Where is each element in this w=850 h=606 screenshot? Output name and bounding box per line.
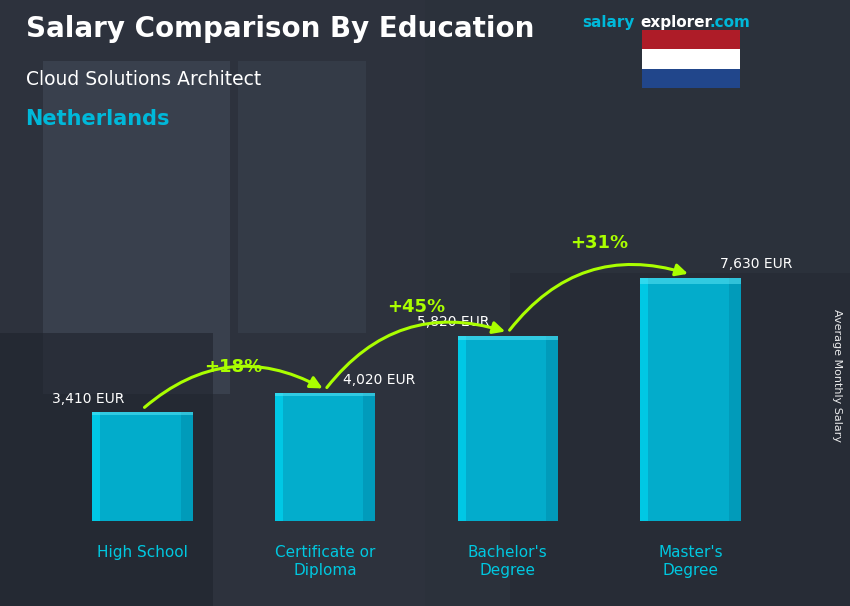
Text: Average Monthly Salary: Average Monthly Salary — [832, 309, 842, 442]
Text: 3,410 EUR: 3,410 EUR — [52, 392, 124, 406]
Bar — [92, 413, 193, 521]
Bar — [363, 393, 376, 521]
Bar — [425, 0, 850, 606]
Bar — [546, 336, 558, 521]
Text: 7,630 EUR: 7,630 EUR — [720, 258, 792, 271]
Text: .com: .com — [710, 15, 751, 30]
Bar — [238, 61, 366, 333]
Bar — [275, 393, 283, 521]
Text: 5,820 EUR: 5,820 EUR — [417, 315, 490, 329]
Bar — [642, 50, 740, 68]
Text: +31%: +31% — [570, 234, 628, 251]
Bar — [640, 278, 649, 521]
Bar — [728, 278, 741, 521]
FancyArrowPatch shape — [327, 322, 502, 388]
Bar — [642, 30, 740, 50]
Text: explorer: explorer — [640, 15, 712, 30]
Bar — [275, 393, 376, 396]
Bar — [180, 413, 193, 521]
Bar — [640, 278, 741, 284]
Bar — [0, 333, 212, 606]
FancyArrowPatch shape — [510, 264, 685, 330]
Text: salary: salary — [582, 15, 635, 30]
Text: Certificate or
Diploma: Certificate or Diploma — [275, 545, 376, 578]
FancyArrowPatch shape — [144, 366, 320, 407]
Text: Bachelor's
Degree: Bachelor's Degree — [468, 545, 547, 578]
Bar — [275, 393, 376, 521]
Text: +18%: +18% — [205, 358, 263, 376]
Bar — [457, 336, 466, 521]
Text: 4,020 EUR: 4,020 EUR — [343, 373, 416, 387]
Bar — [457, 336, 558, 521]
Bar — [642, 68, 740, 88]
Bar — [510, 273, 850, 606]
Bar — [640, 278, 741, 521]
Text: Master's
Degree: Master's Degree — [658, 545, 723, 578]
Text: Cloud Solutions Architect: Cloud Solutions Architect — [26, 70, 261, 88]
Bar — [92, 413, 193, 415]
Text: High School: High School — [97, 545, 188, 561]
Text: Salary Comparison By Education: Salary Comparison By Education — [26, 15, 534, 43]
Bar — [457, 336, 558, 340]
Text: +45%: +45% — [388, 298, 445, 316]
Bar — [92, 413, 100, 521]
Text: Netherlands: Netherlands — [26, 109, 170, 129]
Bar — [42, 61, 230, 394]
